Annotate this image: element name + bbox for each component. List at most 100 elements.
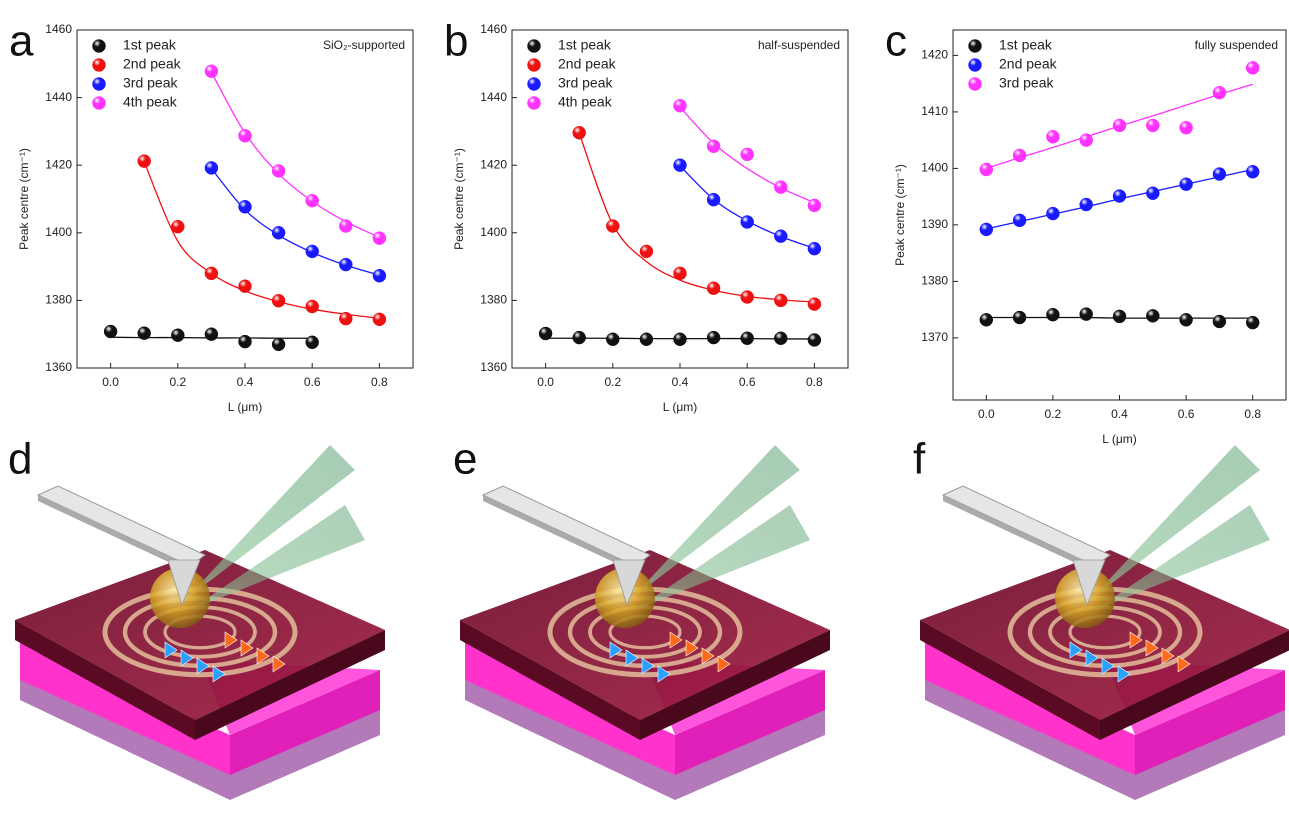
data-point (239, 335, 252, 348)
data-point (741, 291, 754, 304)
y-tick-label: 1400 (45, 225, 72, 239)
y-tick-label: 1420 (921, 48, 948, 62)
data-point (306, 336, 319, 349)
legend-marker (969, 59, 982, 72)
y-tick-label: 1440 (45, 90, 72, 104)
data-point (272, 226, 285, 239)
legend-label: 1st peak (558, 37, 612, 53)
x-tick-label: 0.4 (1111, 407, 1128, 421)
data-point (573, 126, 586, 139)
legend-label: 3rd peak (999, 75, 1054, 91)
data-point (741, 215, 754, 228)
x-tick-label: 0.2 (169, 375, 186, 389)
data-point (272, 338, 285, 351)
x-tick-label: 0.8 (371, 375, 388, 389)
data-point (1146, 309, 1159, 322)
data-point (707, 140, 720, 153)
cantilever (38, 486, 205, 566)
data-point (674, 333, 687, 346)
data-point (205, 65, 218, 78)
panel-label: d (8, 435, 32, 484)
data-point (808, 298, 821, 311)
x-axis-label: L (μm) (663, 400, 697, 414)
y-tick-label: 1400 (480, 225, 507, 239)
data-point (339, 312, 352, 325)
data-point (640, 245, 653, 258)
fit-line (579, 133, 814, 302)
data-point (171, 220, 184, 233)
illustration: e (453, 435, 830, 800)
panel-label: b (444, 17, 468, 66)
y-tick-label: 1360 (45, 360, 72, 374)
data-point (1213, 86, 1226, 99)
cantilever-edge (943, 495, 1095, 572)
x-tick-label: 0.6 (739, 375, 756, 389)
data-point (774, 230, 787, 243)
data-point (1180, 178, 1193, 191)
x-tick-label: 0.8 (806, 375, 823, 389)
legend-label: 3rd peak (123, 75, 178, 91)
data-point (272, 164, 285, 177)
data-point (774, 181, 787, 194)
y-tick-label: 1380 (45, 293, 72, 307)
x-tick-label: 0.6 (304, 375, 321, 389)
data-point (1113, 119, 1126, 132)
data-point (980, 163, 993, 176)
y-axis-label: Peak centre (cm⁻¹) (17, 148, 31, 250)
x-tick-label: 0.0 (102, 375, 119, 389)
legend-label: 3rd peak (558, 75, 613, 91)
legend-label: 4th peak (558, 94, 613, 110)
x-axis-label: L (μm) (228, 400, 262, 414)
data-point (674, 159, 687, 172)
data-point (1013, 149, 1026, 162)
data-point (205, 328, 218, 341)
legend-label: 2nd peak (999, 56, 1058, 72)
y-tick-label: 1400 (921, 161, 948, 175)
data-point (808, 333, 821, 346)
data-point (1046, 130, 1059, 143)
x-tick-label: 0.2 (604, 375, 621, 389)
data-point (205, 161, 218, 174)
data-point (539, 327, 552, 340)
data-point (239, 280, 252, 293)
y-tick-label: 1360 (480, 360, 507, 374)
data-point (741, 148, 754, 161)
x-tick-label: 0.2 (1045, 407, 1062, 421)
data-point (1113, 310, 1126, 323)
legend-marker (969, 78, 982, 91)
y-tick-label: 1460 (480, 22, 507, 36)
data-point (239, 200, 252, 213)
legend-label: 2nd peak (558, 56, 617, 72)
data-point (1113, 190, 1126, 203)
data-point (1213, 168, 1226, 181)
x-tick-label: 0.6 (1178, 407, 1195, 421)
cantilever (483, 486, 650, 566)
fit-line (211, 169, 379, 275)
cantilever (943, 486, 1110, 566)
cantilever-edge (483, 495, 635, 572)
data-point (339, 220, 352, 233)
y-tick-label: 1380 (921, 274, 948, 288)
fit-line (144, 162, 379, 318)
legend-marker (969, 40, 982, 53)
data-point (606, 220, 619, 233)
data-point (707, 193, 720, 206)
data-point (980, 313, 993, 326)
legend-marker (93, 78, 106, 91)
data-point (573, 331, 586, 344)
data-point (1046, 308, 1059, 321)
y-tick-label: 1380 (480, 293, 507, 307)
data-point (138, 155, 151, 168)
data-point (640, 333, 653, 346)
illustration: d (8, 435, 385, 800)
legend-marker (528, 97, 541, 110)
annotation: SiO₂-supported (323, 38, 405, 52)
data-point (306, 300, 319, 313)
data-point (339, 258, 352, 271)
legend-marker (528, 40, 541, 53)
data-point (1246, 165, 1259, 178)
data-point (707, 331, 720, 344)
legend-marker (93, 40, 106, 53)
x-tick-label: 0.8 (1244, 407, 1261, 421)
data-point (1146, 187, 1159, 200)
